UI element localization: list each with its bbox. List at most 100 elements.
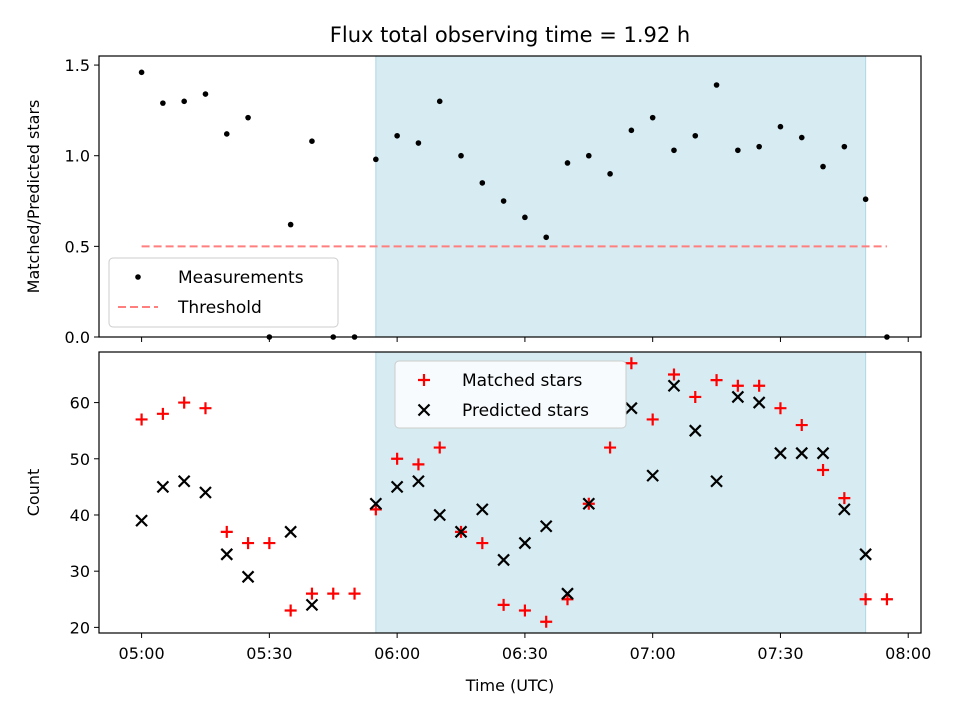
y-axis-label: Count: [24, 469, 43, 517]
matched-star-point: [817, 464, 830, 477]
matched-star-point: [667, 368, 680, 381]
bottom-panel: 20 30 40 50 60 05:00 05:30 06:00 06:30 07:00 07:30…: [24, 351, 931, 695]
measurement-point: [245, 114, 251, 121]
matched-star-point: [412, 458, 425, 471]
predicted-star-point: [688, 424, 702, 437]
measurement-point: [756, 143, 762, 150]
axes-frame: [98, 351, 922, 634]
measurement-point: [500, 198, 507, 204]
measurement-point: [692, 132, 699, 139]
predicted-star-point: [454, 525, 468, 539]
predicted-star-point: [305, 598, 319, 612]
matched-star-point: [774, 402, 787, 415]
predicted-star-point: [752, 396, 766, 409]
measurement-point: [735, 147, 741, 154]
predicted-star-point: [199, 486, 212, 499]
y-tick-label: 0.0: [65, 328, 90, 347]
matched-star-point: [433, 441, 446, 454]
predicted-star-point: [859, 548, 872, 561]
legend-measurement-marker: [135, 274, 141, 280]
predicted-star-point: [774, 446, 787, 460]
y-tick-label: 20: [70, 618, 90, 637]
matched-star-point: [731, 379, 744, 392]
predicted-star-point: [838, 503, 851, 516]
measurement-point: [223, 131, 230, 137]
predicted-star-point: [156, 480, 170, 494]
legend-predicted-marker: [417, 403, 431, 417]
measurement-point: [543, 234, 550, 241]
legend-label-matched: Matched stars: [462, 371, 582, 391]
predicted-star-point: [816, 446, 830, 460]
predicted-star-point: [625, 401, 638, 415]
measurement-point: [160, 100, 166, 106]
matched-star-point: [880, 593, 893, 606]
matched-star-point: [689, 390, 702, 403]
matched-star-point: [263, 537, 276, 550]
x-tick-label: 06:30: [502, 644, 548, 663]
measurement-point: [671, 147, 677, 154]
predicted-star-point: [412, 474, 425, 488]
predicted-star-point: [369, 497, 383, 511]
matched-star-point: [604, 441, 617, 454]
predicted-star-point: [731, 390, 745, 404]
matched-star-point: [369, 503, 382, 516]
measurement-point: [436, 98, 443, 105]
legend-matched-marker: [418, 374, 430, 386]
predicted-star-point: [241, 570, 255, 584]
measurement-point: [138, 69, 145, 76]
predicted-star-point: [518, 536, 532, 550]
legend: Measurements Threshold: [108, 257, 339, 328]
x-axis-label: Time (UTC): [465, 676, 554, 695]
measurement-point: [820, 163, 826, 170]
x-tick-label: 05:30: [246, 644, 292, 663]
matched-star-point: [859, 593, 872, 606]
matched-star-point: [242, 537, 255, 550]
matched-star-point: [753, 379, 766, 392]
matched-star-point: [540, 615, 553, 628]
measurement-point: [649, 114, 656, 121]
measurement-point: [202, 91, 209, 97]
matched-star-point: [518, 604, 531, 617]
measurement-point: [479, 180, 486, 186]
predicted-star-point: [667, 379, 681, 392]
matched-star-point: [178, 396, 191, 409]
predicted-star-point: [433, 508, 447, 522]
matched-star-point: [561, 593, 574, 606]
measurement-point: [373, 156, 379, 163]
predicted-star-point: [284, 525, 297, 539]
legend-frame: [394, 360, 627, 429]
legend: Matched stars Predicted stars: [394, 360, 627, 429]
matched-star-point: [305, 587, 318, 600]
matched-star-point: [284, 604, 297, 617]
y-tick-label: 40: [70, 506, 90, 525]
measurement-point: [522, 214, 528, 221]
x-tick-label: 06:00: [374, 644, 420, 663]
predicted-star-point: [476, 503, 489, 516]
shaded-region: [375, 55, 867, 338]
y-tick-label: 60: [70, 394, 90, 413]
chart-title: Flux total observing time = 1.92 h: [330, 23, 690, 47]
y-axis-label: Matched/Predicted stars: [24, 100, 43, 294]
matched-star-point: [646, 413, 659, 426]
predicted-star-point: [582, 497, 596, 511]
legend-label-predicted: Predicted stars: [462, 401, 589, 421]
measurement-point: [862, 196, 869, 203]
matched-star-point: [497, 598, 510, 611]
matched-star-point: [625, 357, 638, 370]
top-panel: 0.0 0.5 1.0 1.5 Matched/Predicted stars Measu…: [24, 55, 922, 347]
measurement-point: [585, 152, 592, 159]
measurement-point: [841, 143, 848, 150]
matched-star-point: [476, 537, 489, 550]
y-tick-label: 0.5: [65, 237, 90, 256]
y-tick-label: 1.0: [65, 147, 90, 166]
measurement-point: [564, 160, 571, 166]
measurement-point: [394, 132, 400, 139]
measurement-point: [287, 221, 294, 228]
predicted-star-point: [795, 446, 809, 460]
matched-star-point: [327, 587, 340, 600]
measurement-point: [628, 127, 635, 134]
measurement-point: [458, 152, 464, 159]
predicted-star-point: [497, 553, 510, 567]
matched-star-point: [795, 419, 808, 432]
